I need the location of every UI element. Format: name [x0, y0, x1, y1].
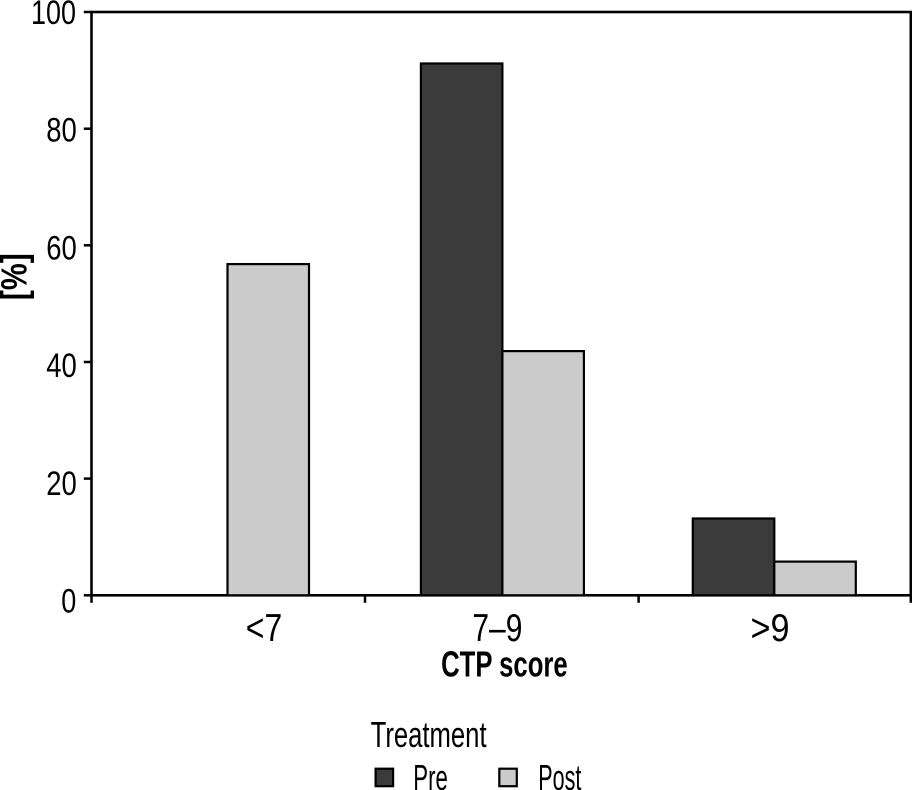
svg-text:Treatment: Treatment: [371, 714, 487, 755]
svg-text:CTP score: CTP score: [441, 644, 568, 685]
svg-text:Post: Post: [538, 757, 581, 790]
svg-text:7–9: 7–9: [472, 607, 522, 650]
svg-text:20: 20: [46, 465, 77, 503]
svg-text:Pre: Pre: [413, 757, 448, 790]
svg-text:80: 80: [46, 112, 77, 150]
svg-text:<7: <7: [246, 607, 282, 650]
svg-text:40: 40: [46, 347, 77, 385]
svg-text:>9: >9: [751, 607, 790, 650]
svg-text:60: 60: [46, 229, 77, 267]
svg-text:[%]: [%]: [0, 253, 34, 300]
svg-text:100: 100: [31, 0, 76, 32]
svg-text:0: 0: [61, 583, 76, 621]
